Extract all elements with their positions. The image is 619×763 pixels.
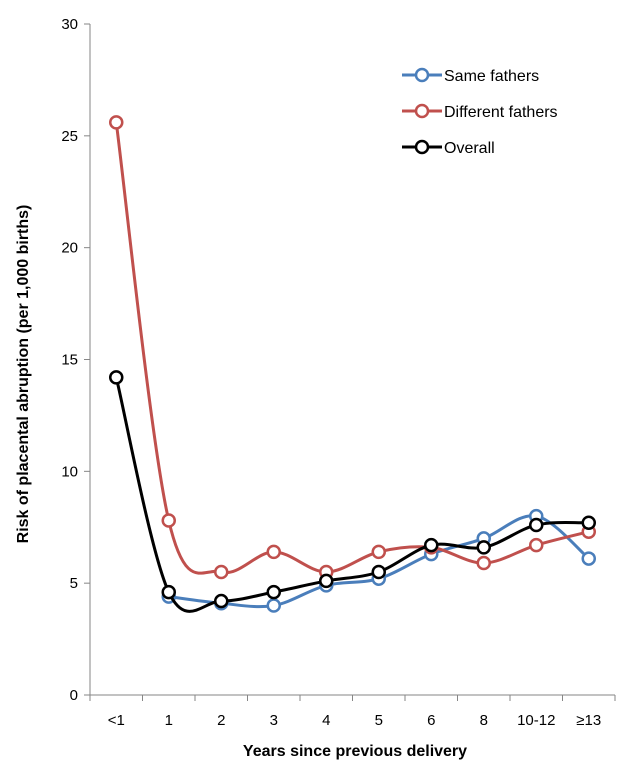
- x-tick-label: 1: [165, 712, 173, 729]
- data-point: [424, 537, 439, 553]
- data-point: [109, 115, 124, 130]
- data-point: [266, 544, 281, 560]
- x-tick-label: 8: [480, 712, 488, 729]
- x-tick-label: 3: [270, 712, 278, 729]
- data-point: [214, 564, 229, 580]
- legend-marker: [414, 103, 430, 119]
- data-point: [476, 555, 491, 571]
- data-point: [266, 598, 281, 613]
- x-tick-label: 4: [322, 712, 330, 729]
- x-tick-label: 10-12: [517, 712, 555, 729]
- legend-label: Same fathers: [444, 68, 539, 85]
- legend-marker: [414, 67, 430, 83]
- data-point: [161, 584, 176, 600]
- y-tick-label: 0: [70, 687, 78, 704]
- data-point: [476, 540, 491, 555]
- data-point: [581, 551, 596, 566]
- y-tick-label: 25: [61, 128, 78, 145]
- y-axis-title: Risk of placental abruption (per 1,000 b…: [15, 205, 32, 544]
- series-different-fathers: [109, 115, 596, 580]
- y-axis: 0 5 10 15 20 25 30: [61, 16, 91, 704]
- series-line: [114, 377, 589, 613]
- y-tick-label: 15: [61, 352, 78, 369]
- data-point: [161, 513, 176, 528]
- y-tick-label: 30: [61, 16, 78, 33]
- x-tick-label: ≥13: [576, 712, 601, 729]
- data-point: [214, 593, 229, 609]
- y-tick-label: 20: [61, 240, 78, 257]
- data-point: [266, 584, 281, 600]
- data-point: [529, 517, 544, 533]
- legend-item: Different fathers: [402, 103, 558, 121]
- legend: Same fathers Different fathers Overall: [402, 67, 558, 157]
- x-tick-label: 5: [375, 712, 383, 729]
- y-tick-label: 5: [70, 575, 78, 592]
- legend-item: Same fathers: [402, 67, 539, 85]
- legend-label: Different fathers: [444, 104, 558, 121]
- series-overall: [109, 370, 596, 613]
- series-layer: [109, 115, 596, 613]
- legend-label: Overall: [444, 140, 495, 157]
- data-point: [109, 370, 124, 385]
- data-point: [529, 537, 544, 553]
- x-axis-title: Years since previous delivery: [243, 743, 467, 760]
- y-tick-label: 10: [61, 463, 78, 480]
- data-point: [319, 573, 334, 589]
- data-point: [371, 564, 386, 580]
- data-point: [371, 544, 386, 560]
- legend-item: Overall: [402, 139, 495, 157]
- x-axis: <1 1 2 3 4 5 6 8 10-12 ≥13: [89, 694, 616, 729]
- x-tick-label: 6: [427, 712, 435, 729]
- data-point: [581, 515, 596, 531]
- legend-marker: [414, 139, 430, 155]
- x-tick-label: 2: [217, 712, 225, 729]
- x-tick-label: <1: [108, 712, 125, 729]
- series-line: [114, 122, 590, 575]
